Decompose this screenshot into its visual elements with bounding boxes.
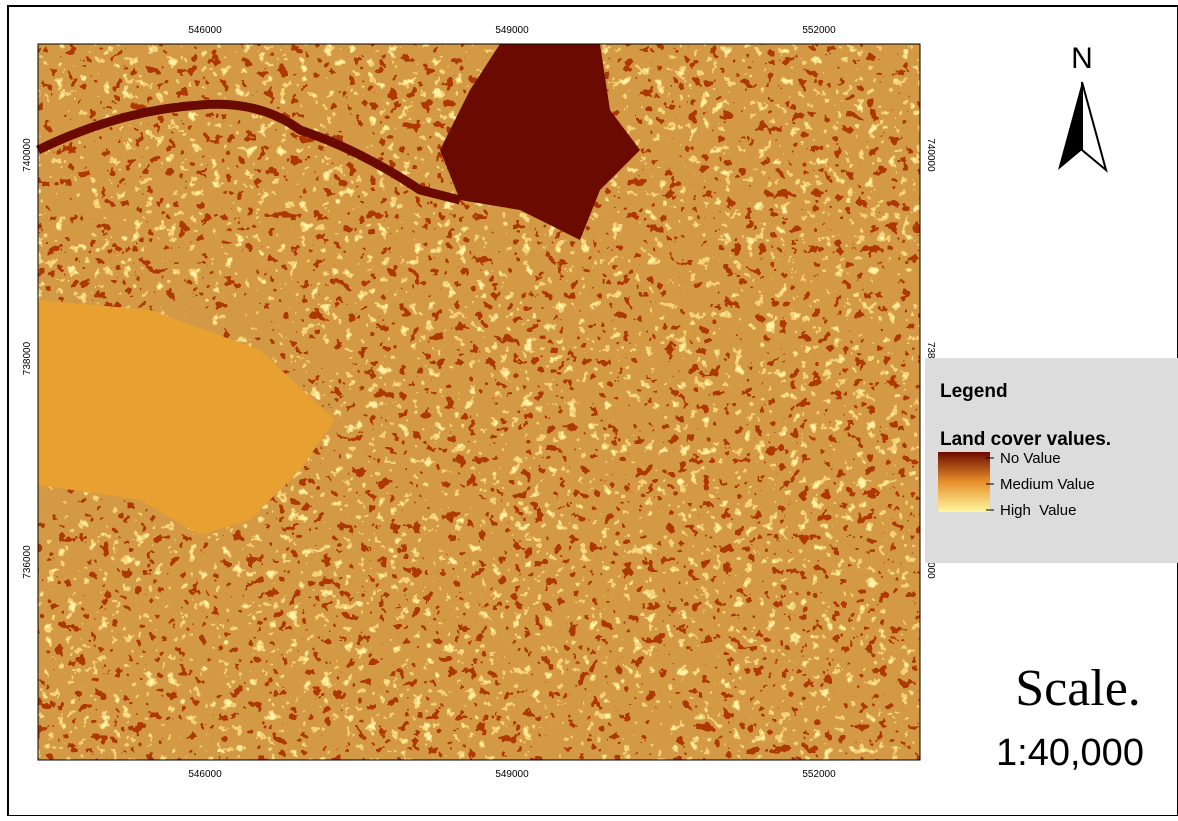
y-label-left: 736000 [22,545,33,579]
x-label-bottom: 549000 [495,769,529,780]
page: 546000 546000 549000 549000 552000 552000 7400… [0,0,1178,816]
y-label-left: 740000 [22,138,33,172]
y-label-right: 740000 [925,138,936,172]
legend-ramp [938,452,990,512]
legend-subtitle: Land cover values. [940,429,1111,450]
legend-title: Legend [940,381,1008,402]
legend-item: Medium Value [1000,476,1095,493]
arrow-left [1058,82,1082,170]
x-label-bottom: 546000 [188,769,222,780]
legend-item: High Value [1000,502,1076,519]
raster [38,44,920,760]
legend: Legend Land cover values. No Value Medium… [925,358,1178,563]
legend-item: No Value [1000,450,1061,467]
x-label-top: 552000 [802,25,836,36]
scale-title: Scale. [1015,660,1141,717]
x-label-bottom: 552000 [802,769,836,780]
x-label-top: 546000 [188,25,222,36]
x-label-top: 549000 [495,25,529,36]
north-label: N [1071,42,1093,75]
map-layout: 546000 546000 549000 549000 552000 552000 7400… [0,0,1178,816]
arrow-right [1082,82,1106,170]
north-arrow: N [1058,42,1106,170]
scale-ratio: 1:40,000 [996,732,1144,774]
y-label-left: 738000 [22,341,33,375]
